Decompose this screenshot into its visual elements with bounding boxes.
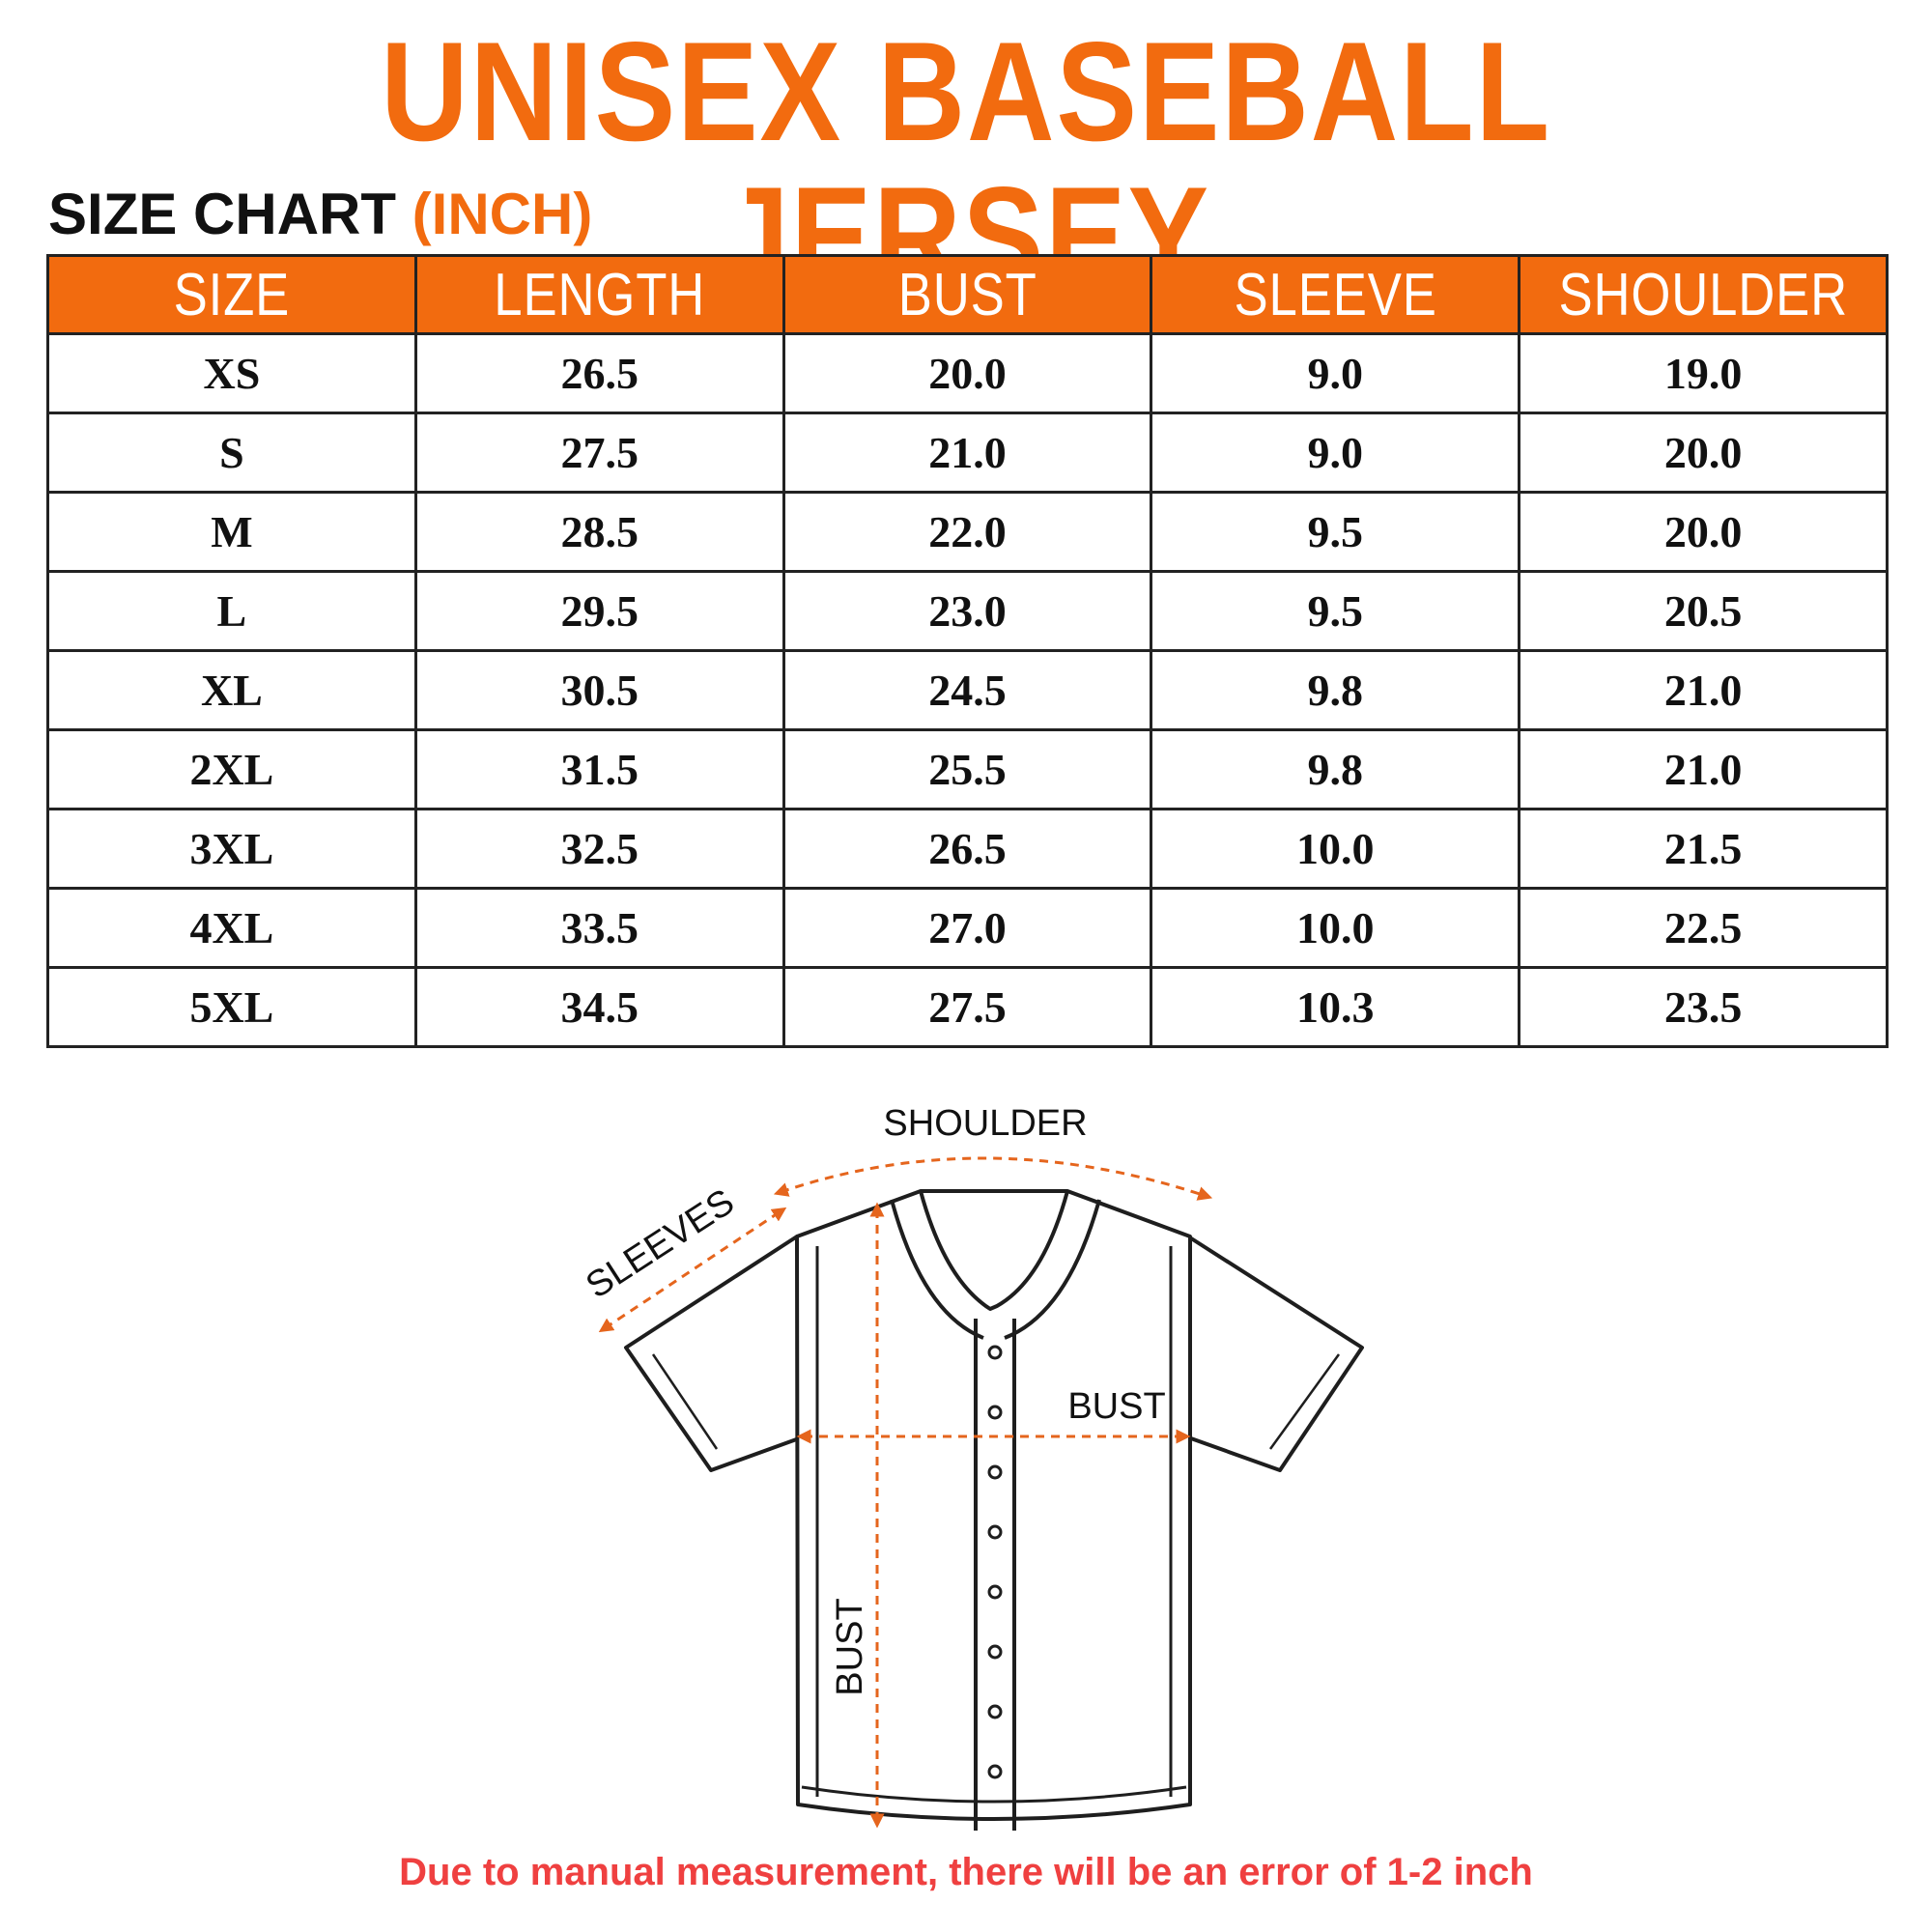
cell-bust: 25.5: [781, 728, 1153, 810]
size-chart-unit: (INCH): [412, 182, 593, 246]
cell-bust: 26.5: [781, 808, 1153, 890]
jersey-outline: [624, 1189, 1364, 1831]
cell-size: 2XL: [46, 728, 417, 810]
cell-bust: 22.0: [781, 491, 1153, 573]
table-row: 2XL 31.5 25.5 9.8 21.0: [46, 728, 1889, 810]
cell-length: 30.5: [413, 649, 785, 731]
cell-sleeve: 9.8: [1150, 728, 1521, 810]
shoulder-label: SHOULDER: [883, 1103, 1087, 1144]
cell-size: 5XL: [46, 966, 417, 1048]
cell-bust: 27.5: [781, 966, 1153, 1048]
cell-length: 27.5: [413, 412, 785, 494]
cell-size: S: [46, 412, 417, 494]
header-shoulder: SHOULDER: [1518, 254, 1889, 334]
cell-length: 32.5: [413, 808, 785, 890]
table-row: 4XL 33.5 27.0 10.0 22.5: [46, 887, 1889, 969]
cell-sleeve: 9.5: [1150, 491, 1521, 573]
header-size: SIZE: [46, 254, 417, 334]
cell-length: 26.5: [413, 332, 785, 414]
cell-length: 28.5: [413, 491, 785, 573]
cell-sleeve: 9.0: [1150, 332, 1521, 414]
size-chart-heading: SIZE CHART (INCH): [48, 176, 592, 253]
table-row: 5XL 34.5 27.5 10.3 23.5: [46, 966, 1889, 1048]
cell-shoulder: 23.5: [1518, 966, 1889, 1048]
cell-shoulder: 20.0: [1518, 412, 1889, 494]
cell-length: 29.5: [413, 570, 785, 652]
cell-size: M: [46, 491, 417, 573]
cell-size: XL: [46, 649, 417, 731]
cell-bust: 27.0: [781, 887, 1153, 969]
table-row: 3XL 32.5 26.5 10.0 21.5: [46, 808, 1889, 890]
cell-shoulder: 21.0: [1518, 728, 1889, 810]
cell-bust: 21.0: [781, 412, 1153, 494]
cell-shoulder: 20.5: [1518, 570, 1889, 652]
table-row: XL 30.5 24.5 9.8 21.0: [46, 649, 1889, 731]
cell-length: 34.5: [413, 966, 785, 1048]
table-row: S 27.5 21.0 9.0 20.0: [46, 412, 1889, 494]
cell-shoulder: 22.5: [1518, 887, 1889, 969]
jersey-measurement-diagram: SHOULDER SLEEVES BUST BUST: [579, 1103, 1364, 1831]
sleeve-stitch-lines: [651, 1353, 1341, 1450]
cell-bust: 20.0: [781, 332, 1153, 414]
cell-sleeve: 10.0: [1150, 887, 1521, 969]
cell-bust: 23.0: [781, 570, 1153, 652]
cell-size: L: [46, 570, 417, 652]
table-row: XS 26.5 20.0 9.0 19.0: [46, 332, 1889, 414]
size-chart-heading-main: SIZE CHART: [48, 182, 396, 246]
table-row: M 28.5 22.0 9.5 20.0: [46, 491, 1889, 573]
cell-shoulder: 19.0: [1518, 332, 1889, 414]
cell-shoulder: 21.5: [1518, 808, 1889, 890]
header-bust: BUST: [781, 254, 1153, 334]
cell-size: XS: [46, 332, 417, 414]
bust-horizontal-label: BUST: [1067, 1386, 1165, 1427]
bust-vertical-label: BUST: [830, 1598, 870, 1695]
cell-bust: 24.5: [781, 649, 1153, 731]
measurement-arrows: [598, 1156, 1213, 1829]
header-sleeve: SLEEVE: [1150, 254, 1521, 334]
cell-sleeve: 10.3: [1150, 966, 1521, 1048]
page-title: UNISEX BASEBALL JERSEY: [381, 13, 1551, 315]
cell-shoulder: 21.0: [1518, 649, 1889, 731]
cell-sleeve: 9.8: [1150, 649, 1521, 731]
measurement-note: Due to manual measurement, there will be…: [399, 1851, 1533, 1893]
jersey-buttons: [987, 1345, 1003, 1779]
cell-sleeve: 9.5: [1150, 570, 1521, 652]
sleeve-arrow: [598, 1207, 787, 1333]
table-row: L 29.5 23.0 9.5 20.5: [46, 570, 1889, 652]
cell-length: 33.5: [413, 887, 785, 969]
size-table-header-row: SIZE LENGTH BUST SLEEVE SHOULDER: [46, 254, 1889, 334]
size-table: SIZE LENGTH BUST SLEEVE SHOULDER XS 26.5…: [46, 254, 1889, 1048]
cell-length: 31.5: [413, 728, 785, 810]
header-length: LENGTH: [413, 254, 785, 334]
cell-shoulder: 20.0: [1518, 491, 1889, 573]
cell-size: 4XL: [46, 887, 417, 969]
cell-sleeve: 9.0: [1150, 412, 1521, 494]
cell-size: 3XL: [46, 808, 417, 890]
cell-sleeve: 10.0: [1150, 808, 1521, 890]
